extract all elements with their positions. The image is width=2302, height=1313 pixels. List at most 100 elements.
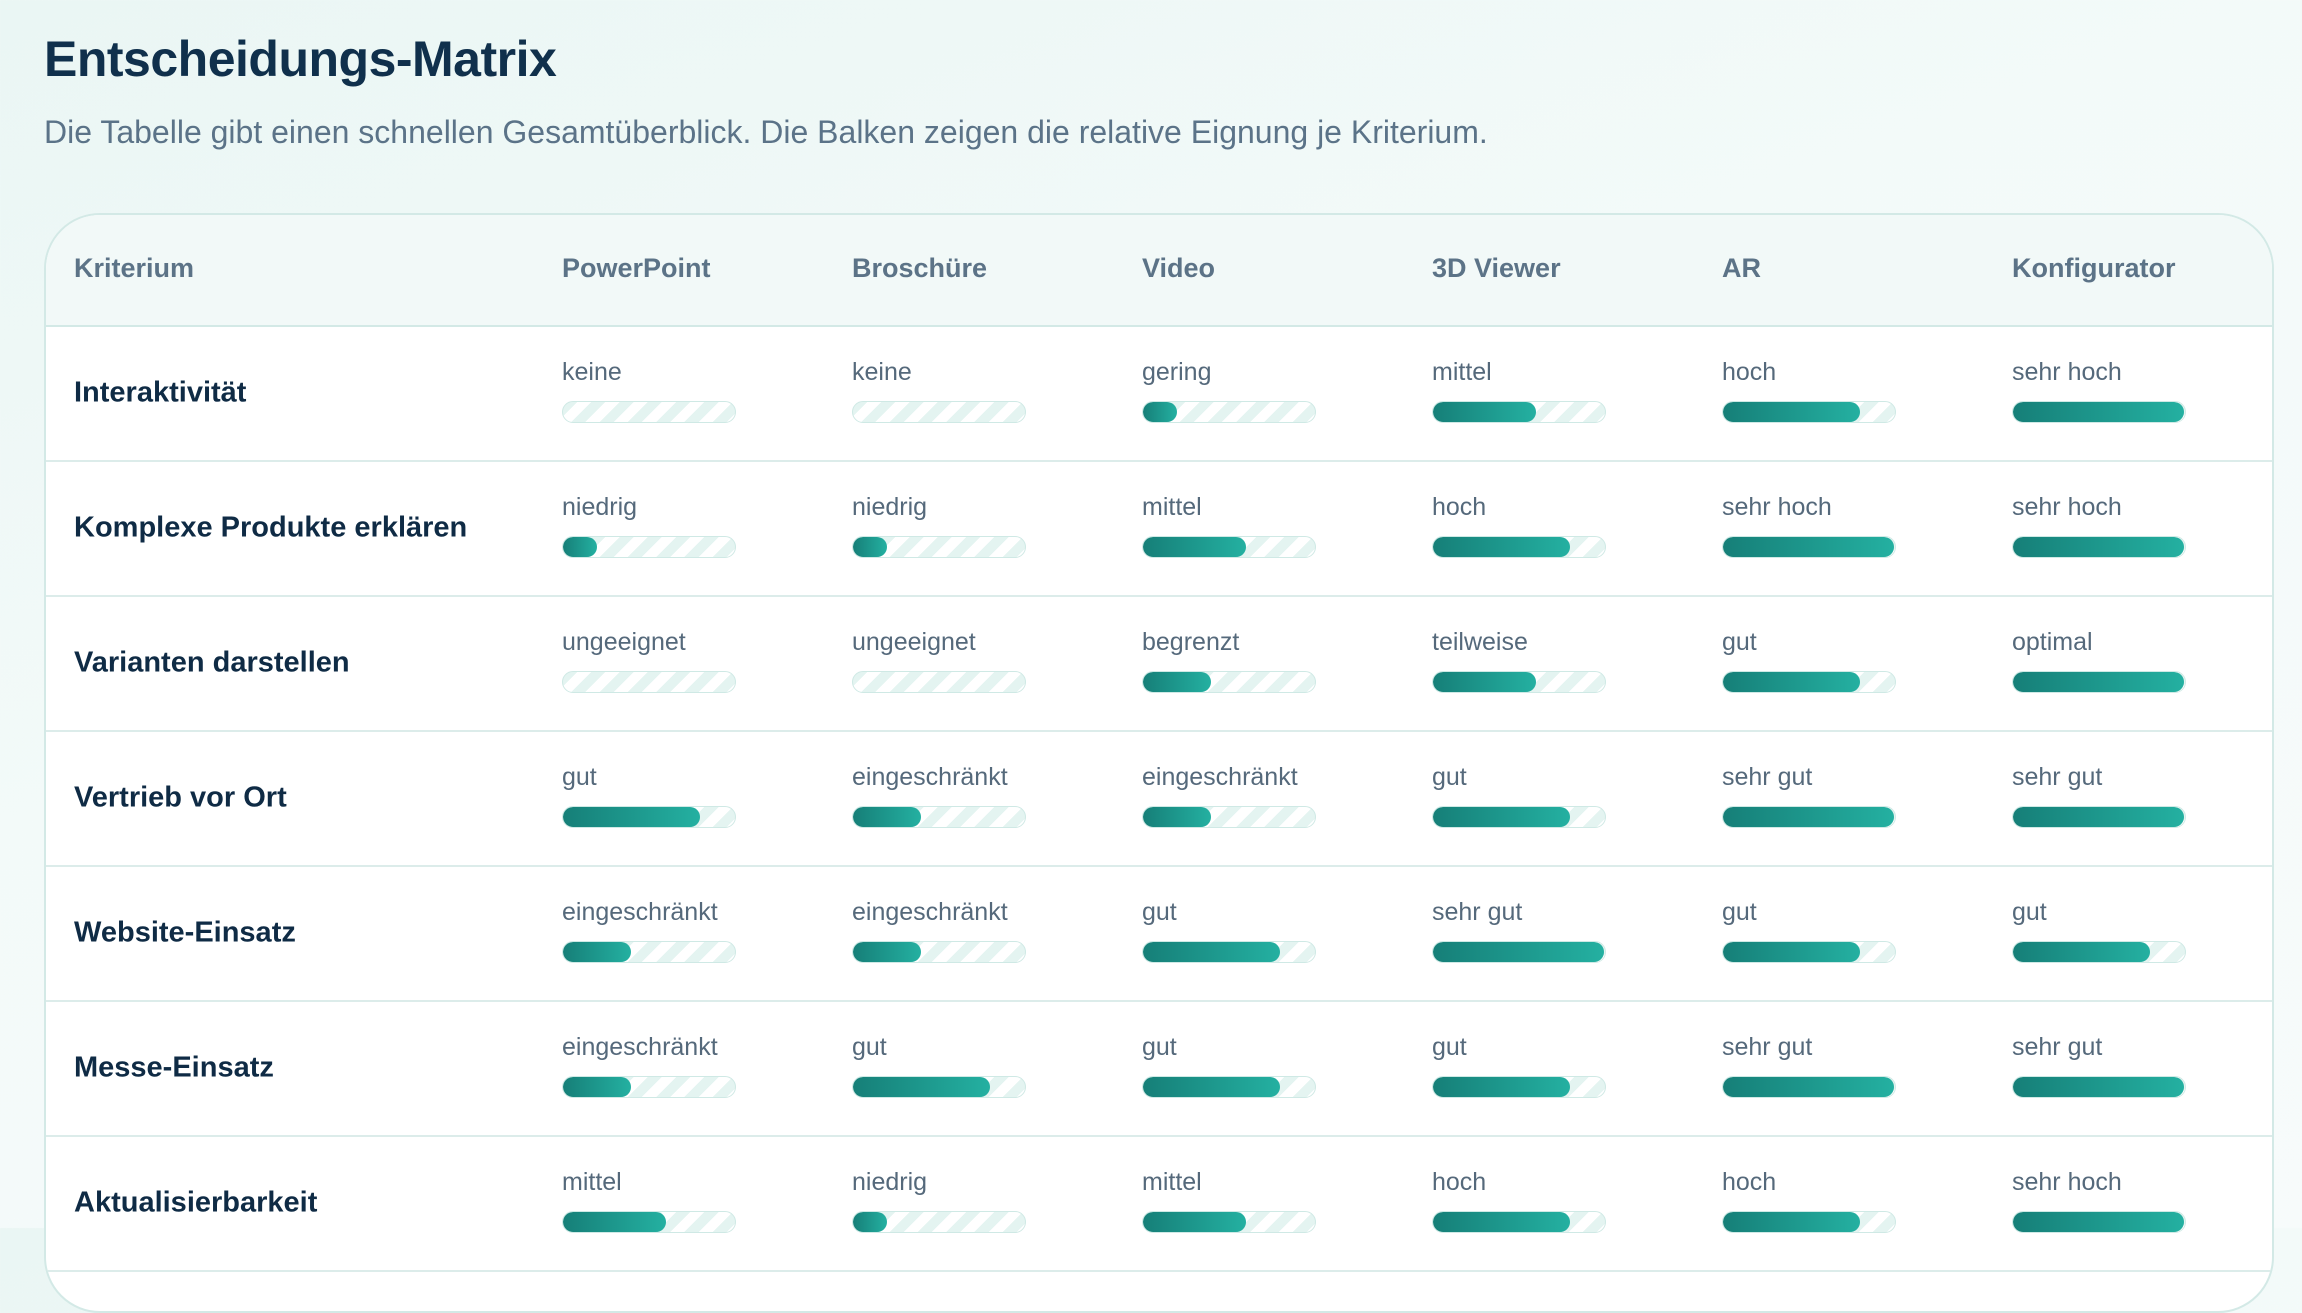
suitability-bar-fill: [853, 807, 922, 827]
page-title: Entscheidungs-Matrix: [44, 31, 557, 87]
table-row: Varianten darstellen ungeeignet ungeeignet…: [46, 595, 2272, 732]
suitability-bar: [562, 671, 736, 693]
rating-cell: eingeschränkt: [852, 895, 1032, 963]
rating-cell: optimal: [2012, 625, 2192, 693]
rating-label: mittel: [1142, 1168, 1202, 1196]
rating-cell: hoch: [1722, 355, 1902, 423]
rating-label: gut: [1722, 898, 1757, 926]
suitability-bar-fill: [1433, 1212, 1570, 1232]
suitability-bar-fill: [1723, 672, 1860, 692]
criterion-label: Vertrieb vor Ort: [74, 781, 287, 813]
rating-label: gut: [1142, 898, 1177, 926]
rating-label: niedrig: [562, 493, 638, 521]
suitability-bar-fill: [1143, 942, 1280, 962]
suitability-bar-fill: [563, 807, 700, 827]
rating-label: keine: [562, 358, 622, 386]
rating-label: ungeeignet: [852, 628, 976, 656]
suitability-bar: [2012, 1211, 2186, 1233]
suitability-bar: [1142, 806, 1316, 828]
rating-label: gut: [1432, 763, 1467, 791]
criterion-label: Aktualisierbarkeit: [74, 1186, 318, 1218]
suitability-bar-fill: [1723, 942, 1860, 962]
rating-cell: gut: [852, 1030, 1032, 1098]
column-header: PowerPoint: [562, 253, 711, 283]
suitability-bar: [562, 1076, 736, 1098]
rating-cell: gut: [1432, 760, 1612, 828]
suitability-bar: [2012, 1076, 2186, 1098]
table-row: Vertrieb vor Ort gut eingeschränkt eingesch…: [46, 730, 2272, 867]
suitability-bar: [1722, 1211, 1896, 1233]
page-subtitle: Die Tabelle gibt einen schnellen Gesamtü…: [44, 114, 1488, 150]
rating-cell: sehr hoch: [2012, 1165, 2192, 1233]
column-header: Konfigurator: [2012, 253, 2176, 283]
rating-cell: sehr gut: [2012, 1030, 2192, 1098]
rating-label: eingeschränkt: [1142, 763, 1298, 791]
rating-cell: keine: [562, 355, 742, 423]
suitability-bar-fill: [1143, 1077, 1280, 1097]
rating-cell: mittel: [1432, 355, 1612, 423]
suitability-bar: [2012, 806, 2186, 828]
rating-label: hoch: [1432, 493, 1487, 521]
rating-label: hoch: [1722, 358, 1777, 386]
rating-cell: sehr hoch: [2012, 490, 2192, 558]
suitability-bar: [1722, 401, 1896, 423]
rating-cell: keine: [852, 355, 1032, 423]
suitability-bar: [1432, 536, 1606, 558]
suitability-bar: [852, 806, 1026, 828]
rating-label: gut: [1432, 1033, 1467, 1061]
suitability-bar: [2012, 671, 2186, 693]
suitability-bar: [1142, 941, 1316, 963]
suitability-bar-fill: [1723, 1212, 1860, 1232]
rating-label: gut: [1142, 1033, 1177, 1061]
rating-label: sehr gut: [1432, 898, 1523, 926]
rating-cell: sehr gut: [1722, 760, 1902, 828]
suitability-bar: [852, 671, 1026, 693]
suitability-bar: [1722, 671, 1896, 693]
rating-cell: eingeschränkt: [1142, 760, 1322, 828]
rating-cell: sehr hoch: [1722, 490, 1902, 558]
rating-label: sehr gut: [1722, 1033, 1813, 1061]
rating-label: eingeschränkt: [562, 898, 718, 926]
suitability-bar: [562, 1211, 736, 1233]
suitability-bar: [1432, 1076, 1606, 1098]
suitability-bar: [852, 1211, 1026, 1233]
rating-cell: ungeeignet: [562, 625, 742, 693]
table-row: Messe-Einsatz eingeschränkt gut gut gut sehr …: [46, 1000, 2272, 1137]
table-row: Aktualisierbarkeit mittel niedrig mittel hoc…: [46, 1135, 2272, 1272]
suitability-bar: [2012, 941, 2186, 963]
rating-cell: gut: [1722, 625, 1902, 693]
suitability-bar-fill: [1143, 672, 1212, 692]
rating-label: sehr hoch: [2012, 358, 2122, 386]
rating-label: niedrig: [852, 493, 928, 521]
rating-label: hoch: [1432, 1168, 1487, 1196]
rating-cell: mittel: [1142, 490, 1322, 558]
rating-cell: eingeschränkt: [562, 1030, 742, 1098]
criterion-label: Interaktivität: [74, 376, 247, 408]
suitability-bar-fill: [1723, 402, 1860, 422]
rating-cell: gut: [1722, 895, 1902, 963]
rating-label: optimal: [2012, 628, 2093, 656]
rating-cell: niedrig: [562, 490, 742, 558]
rating-cell: hoch: [1432, 490, 1612, 558]
rating-cell: begrenzt: [1142, 625, 1322, 693]
rating-cell: mittel: [562, 1165, 742, 1233]
rating-cell: sehr gut: [1722, 1030, 1902, 1098]
rating-cell: mittel: [1142, 1165, 1322, 1233]
rating-label: eingeschränkt: [562, 1033, 718, 1061]
rating-cell: ungeeignet: [852, 625, 1032, 693]
suitability-bar: [2012, 536, 2186, 558]
suitability-bar: [1142, 536, 1316, 558]
suitability-bar-fill: [1143, 402, 1178, 422]
rating-cell: niedrig: [852, 1165, 1032, 1233]
criterion-label: Varianten darstellen: [74, 646, 350, 678]
suitability-bar-fill: [2013, 942, 2150, 962]
suitability-bar-fill: [1143, 807, 1212, 827]
suitability-bar-fill: [1433, 942, 1604, 962]
suitability-bar-fill: [563, 1212, 666, 1232]
rating-cell: hoch: [1722, 1165, 1902, 1233]
suitability-bar: [852, 536, 1026, 558]
suitability-bar: [1722, 806, 1896, 828]
suitability-bar-fill: [1723, 537, 1894, 557]
rating-label: sehr gut: [1722, 763, 1813, 791]
suitability-bar-fill: [1433, 402, 1536, 422]
